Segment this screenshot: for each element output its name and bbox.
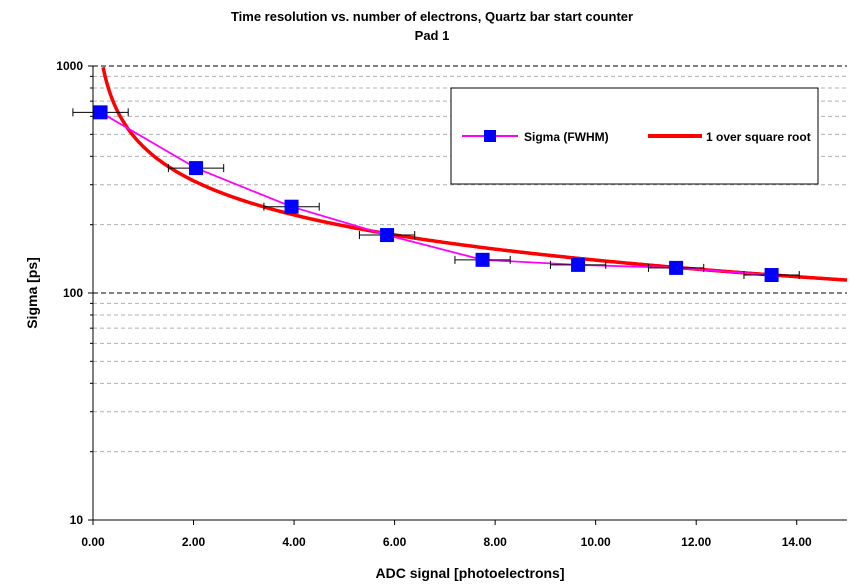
x-tick-label: 8.00	[483, 535, 507, 549]
chart-title: Time resolution vs. number of electrons,…	[231, 9, 633, 24]
y-axis-ticks: 10 100 1000	[56, 59, 93, 527]
data-point-marker	[669, 260, 684, 275]
legend: Sigma (FWHM) 1 over square root	[450, 87, 819, 185]
legend-label-sigma: Sigma (FWHM)	[524, 130, 609, 144]
y-tick-label: 10	[70, 513, 84, 527]
y-axis-label: Sigma [ps]	[24, 257, 40, 329]
data-point-marker	[380, 228, 395, 243]
data-point-marker	[764, 268, 779, 283]
x-tick-label: 12.00	[681, 535, 711, 549]
data-point-marker	[189, 161, 204, 176]
x-tick-label: 0.00	[81, 535, 105, 549]
x-tick-label: 14.00	[782, 535, 812, 549]
x-tick-label: 4.00	[282, 535, 306, 549]
x-axis-ticks: 0.00 2.00 4.00 6.00 8.00 10.00 12.00 14.00	[81, 520, 812, 549]
x-tick-label: 2.00	[182, 535, 206, 549]
legend-label-fit: 1 over square root	[706, 130, 811, 144]
x-tick-label: 6.00	[383, 535, 407, 549]
measurement-series	[72, 105, 800, 283]
data-point-marker	[284, 199, 299, 214]
data-point-marker	[571, 257, 586, 272]
chart-subtitle: Pad 1	[415, 28, 450, 43]
y-tick-label: 100	[63, 286, 83, 300]
grid-lines	[93, 65, 847, 453]
x-tick-label: 10.00	[581, 535, 611, 549]
data-point-marker	[93, 105, 108, 120]
data-point-marker	[475, 252, 490, 267]
x-axis-label: ADC signal [photoelectrons]	[375, 565, 564, 581]
legend-swatch-sigma-marker	[484, 130, 496, 142]
y-tick-label: 1000	[56, 59, 83, 73]
